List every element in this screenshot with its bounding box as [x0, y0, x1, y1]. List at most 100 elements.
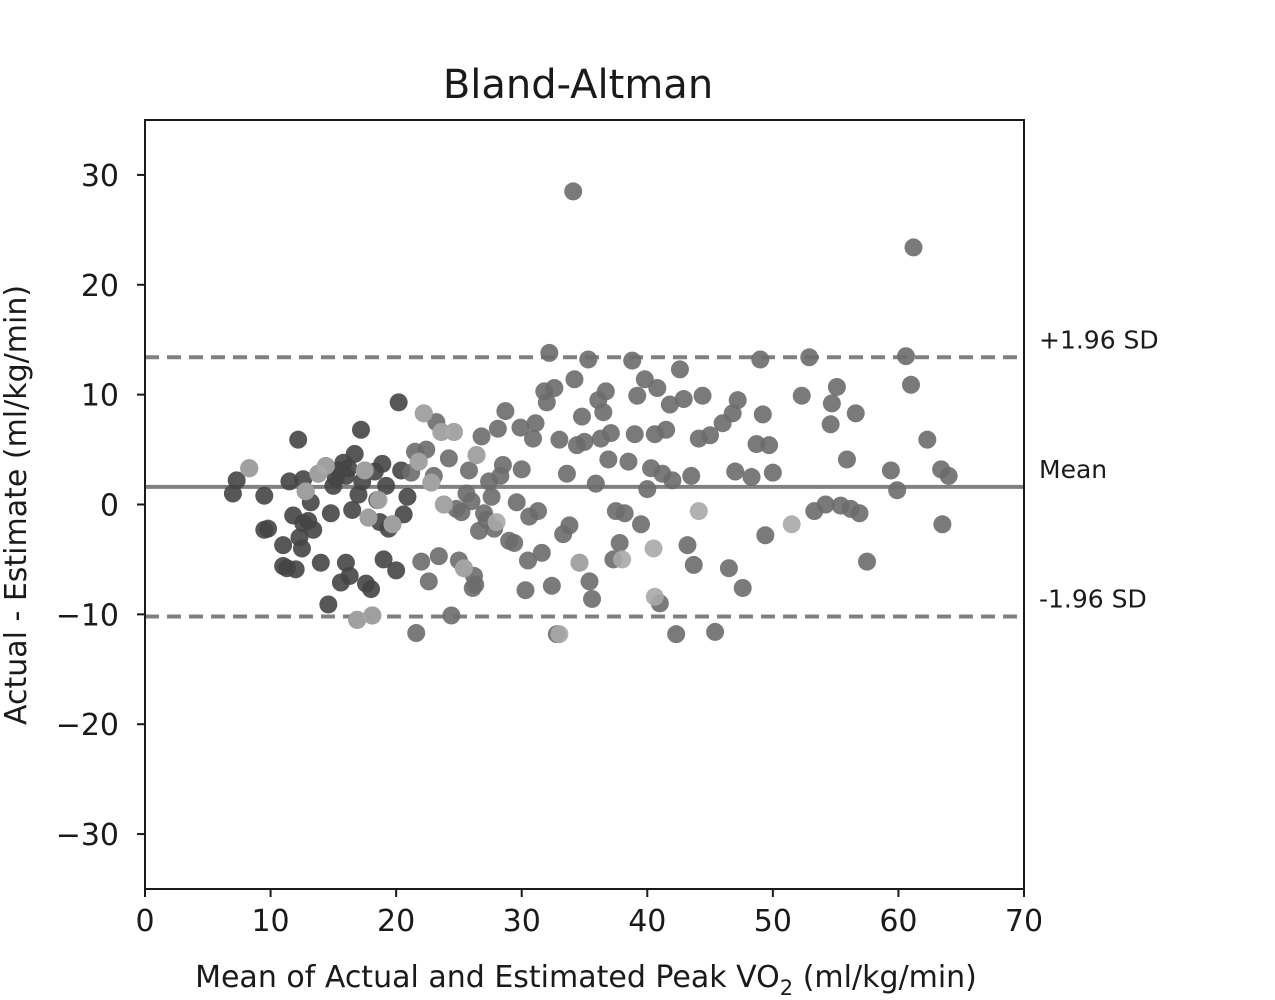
- data-point: [507, 493, 526, 512]
- data-point: [412, 552, 431, 571]
- y-tick-label: −30: [56, 818, 119, 853]
- data-point: [409, 452, 428, 471]
- data-point: [414, 404, 433, 423]
- y-tick-label: −20: [56, 708, 119, 743]
- x-tick-label: 40: [628, 904, 666, 939]
- data-point: [286, 560, 305, 579]
- data-point: [663, 471, 682, 490]
- data-point: [518, 551, 537, 570]
- data-point: [572, 407, 591, 426]
- y-tick-label: 10: [81, 379, 119, 414]
- y-tick-label: 0: [100, 489, 119, 524]
- data-point: [488, 419, 507, 438]
- data-point: [467, 446, 486, 465]
- data-point: [280, 472, 299, 491]
- data-point: [904, 238, 923, 257]
- data-point: [657, 420, 676, 439]
- data-point: [389, 393, 408, 412]
- data-point: [888, 481, 907, 500]
- data-point: [586, 474, 605, 493]
- data-point: [289, 430, 308, 449]
- data-point: [575, 432, 594, 451]
- data-point: [362, 580, 381, 599]
- data-point: [540, 343, 559, 362]
- x-axis-label-main: Mean of Actual and Estimated Peak VO: [195, 960, 780, 995]
- data-point: [459, 461, 478, 480]
- data-point: [545, 379, 564, 398]
- data-point: [816, 495, 835, 514]
- lower-limit-label: -1.96 SD: [1039, 585, 1147, 614]
- mean-label: Mean: [1039, 455, 1107, 484]
- data-point: [550, 430, 569, 449]
- data-point: [340, 566, 359, 585]
- data-point: [645, 587, 664, 606]
- data-point: [580, 572, 599, 591]
- y-tick-label: −10: [56, 598, 119, 633]
- data-point: [524, 429, 543, 448]
- data-point: [601, 424, 620, 443]
- upper-limit-label: +1.96 SD: [1039, 325, 1159, 354]
- y-axis-ticks: 30 20 10 0 −10 −20 −30: [56, 159, 145, 853]
- data-point: [454, 559, 473, 578]
- data-point: [359, 508, 378, 527]
- data-point: [701, 426, 720, 445]
- plot-frame: [144, 119, 1025, 890]
- data-point: [374, 550, 393, 569]
- data-point: [377, 476, 396, 495]
- x-tick-label: 0: [135, 904, 154, 939]
- data-point: [726, 462, 745, 481]
- data-point: [896, 347, 915, 366]
- y-tick-label: 30: [81, 159, 119, 194]
- data-point: [670, 360, 689, 379]
- data-point: [583, 589, 602, 608]
- data-point: [850, 504, 869, 523]
- data-point: [579, 350, 598, 369]
- data-point: [674, 390, 693, 409]
- data-point: [351, 420, 370, 439]
- chart-title: Bland-Altman: [443, 62, 713, 108]
- data-point: [837, 450, 856, 469]
- data-point: [619, 452, 638, 471]
- data-point: [822, 394, 841, 413]
- data-point: [296, 482, 315, 501]
- data-point: [482, 487, 501, 506]
- data-point: [644, 539, 663, 558]
- data-point: [625, 425, 644, 444]
- data-point: [564, 182, 583, 201]
- data-point: [628, 386, 647, 405]
- data-point: [782, 515, 801, 534]
- data-point: [751, 350, 770, 369]
- data-point: [565, 370, 584, 389]
- data-point: [800, 348, 819, 367]
- data-point: [615, 504, 634, 523]
- data-point: [505, 533, 524, 552]
- data-point: [763, 463, 782, 482]
- data-point: [529, 502, 548, 521]
- data-point: [742, 468, 761, 487]
- data-point: [319, 595, 338, 614]
- data-point: [827, 377, 846, 396]
- data-point: [753, 405, 772, 424]
- data-point: [939, 466, 958, 485]
- data-point: [466, 575, 485, 594]
- data-point: [760, 436, 779, 455]
- data-point: [511, 418, 530, 437]
- data-point: [613, 550, 632, 569]
- data-point: [918, 430, 937, 449]
- data-point: [901, 375, 920, 394]
- data-point: [542, 576, 561, 595]
- data-point: [348, 610, 367, 629]
- data-point: [316, 457, 335, 476]
- data-point: [439, 449, 458, 468]
- data-point: [255, 486, 274, 505]
- data-point: [689, 502, 708, 521]
- data-point: [570, 553, 589, 572]
- data-point: [599, 450, 618, 469]
- data-point: [537, 393, 556, 412]
- data-point: [240, 459, 259, 478]
- data-point: [311, 553, 330, 572]
- data-point: [398, 487, 417, 506]
- data-point: [227, 471, 246, 490]
- x-axis-label: Mean of Actual and Estimated Peak VO2 (m…: [195, 960, 977, 1000]
